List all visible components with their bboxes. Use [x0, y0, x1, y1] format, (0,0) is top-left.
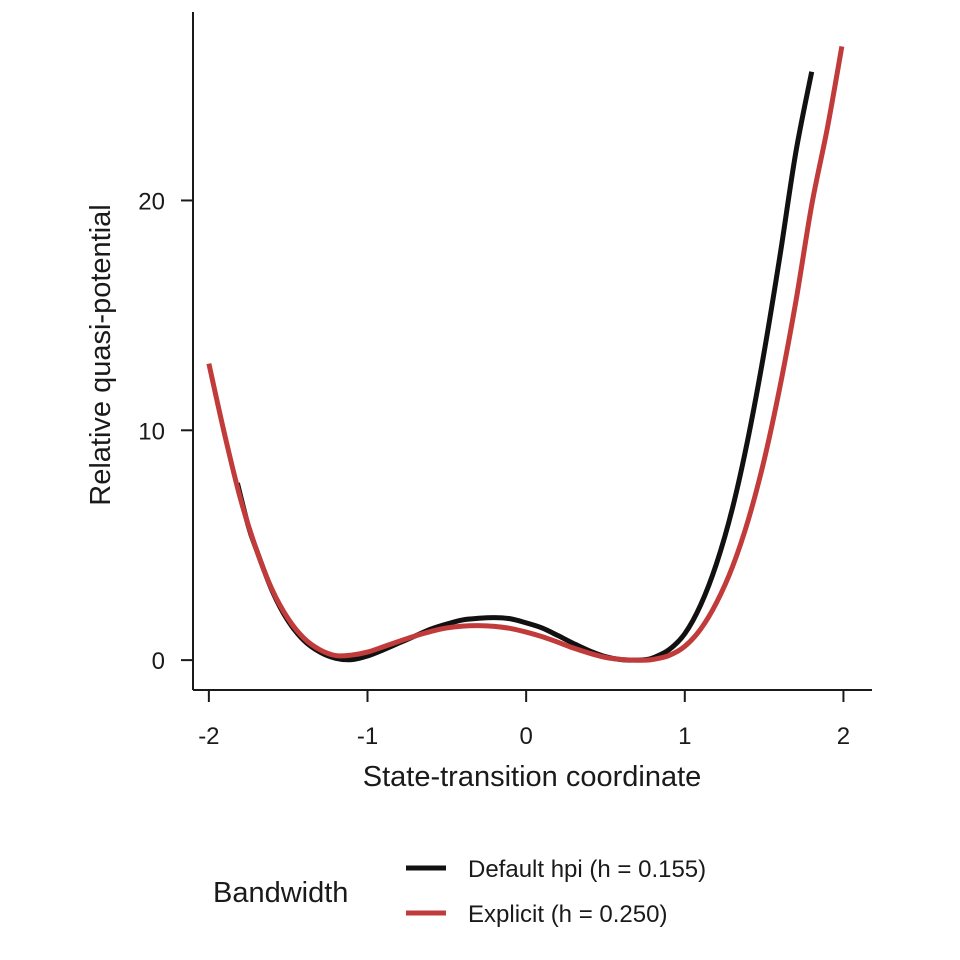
x-tick-label: -1	[357, 723, 378, 750]
legend-label-default-hpi: Default hpi (h = 0.155)	[468, 856, 706, 883]
y-axis-ticks: 0 10 20	[138, 188, 193, 675]
legend-label-explicit: Explicit (h = 0.250)	[468, 901, 667, 928]
x-tick-label: 2	[837, 723, 850, 750]
x-tick-label: 1	[678, 723, 691, 750]
y-axis-title: Relative quasi-potential	[85, 204, 117, 505]
plot-area	[206, 46, 845, 663]
legend-title: Bandwidth	[213, 877, 348, 909]
y-tick-label: 0	[152, 648, 165, 675]
y-tick-label: 20	[138, 188, 165, 215]
legend: Bandwidth Default hpi (h = 0.155) Explic…	[213, 856, 706, 928]
y-tick-label: 10	[138, 418, 165, 445]
x-tick-label: -2	[198, 723, 219, 750]
x-tick-label: 0	[519, 723, 532, 750]
x-axis-ticks: -2 -1 0 1 2	[198, 690, 850, 750]
series-line-default-hpi	[234, 71, 815, 663]
series-line-explicit	[206, 46, 845, 663]
x-axis-title: State-transition coordinate	[363, 761, 702, 793]
